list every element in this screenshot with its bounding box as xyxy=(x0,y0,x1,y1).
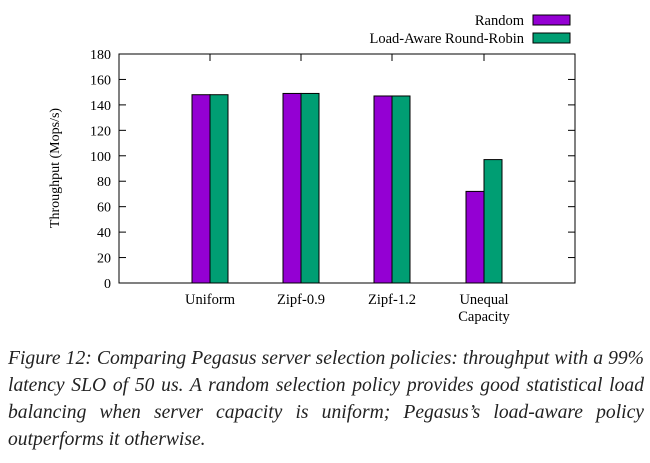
legend-swatch xyxy=(532,14,571,26)
y-tick-label: 180 xyxy=(90,48,111,63)
y-tick-label: 80 xyxy=(97,175,111,190)
bar-random-zipf-0-9 xyxy=(282,92,302,284)
bar-load-aware-zipf-0-9 xyxy=(300,92,320,284)
x-tick-label: Zipf-1.2 xyxy=(368,292,416,308)
legend-label: Random xyxy=(475,13,525,29)
y-tick-label: 40 xyxy=(97,226,111,241)
bar-chart: Random Load-Aware Round-Robin 0 20 40 60 80 10… xyxy=(48,13,576,325)
y-tick-label: 160 xyxy=(90,73,111,88)
figure-caption: Figure 12: Comparing Pegasus server sele… xyxy=(8,348,644,450)
bars xyxy=(191,92,503,284)
legend-label: Load-Aware Round-Robin xyxy=(369,31,524,47)
chart-area: Random Load-Aware Round-Robin 0 20 40 60 80 10… xyxy=(48,13,576,325)
bar-random-unequal-capacity xyxy=(465,190,485,284)
bar-load-aware-zipf-1-2 xyxy=(391,95,411,284)
x-tick-label: Uniform xyxy=(185,292,236,308)
legend: Random Load-Aware Round-Robin xyxy=(369,13,571,47)
y-tick-label: 100 xyxy=(90,150,111,165)
y-tick-label: 20 xyxy=(97,252,111,267)
y-tick-label: 120 xyxy=(90,124,111,139)
y-tick-label: 140 xyxy=(90,99,111,114)
y-tick-label: 0 xyxy=(104,277,111,292)
x-tick-label: Unequal Capacity xyxy=(458,292,510,325)
bar-load-aware-uniform xyxy=(209,94,229,284)
legend-swatch xyxy=(532,32,571,44)
x-tick-labels: Uniform Zipf-0.9 Zipf-1.2 Unequal Capacity xyxy=(185,292,510,325)
plot-frame xyxy=(118,53,576,284)
bar-random-uniform xyxy=(191,94,211,284)
y-axis-label: Throughput (Mops/s) xyxy=(48,108,63,229)
x-tick-label: Zipf-0.9 xyxy=(277,292,325,308)
y-tick-label: 60 xyxy=(97,201,111,216)
axes: 0 20 40 60 80 100 120 140 160 180 xyxy=(90,48,576,292)
bar-load-aware-unequal-capacity xyxy=(483,159,503,284)
bar-random-zipf-1-2 xyxy=(373,95,393,284)
